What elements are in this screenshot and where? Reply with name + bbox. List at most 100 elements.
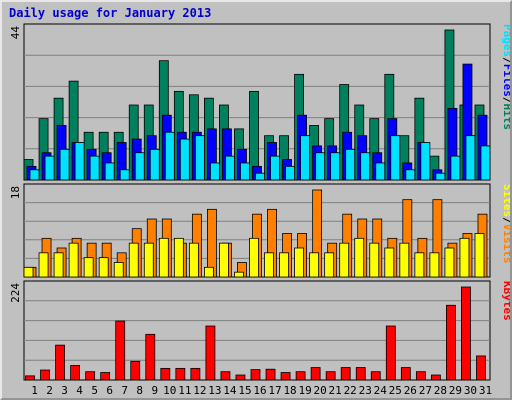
- x-tick-label-day-7: 7: [121, 384, 128, 397]
- sites-bar-day-2: [38, 252, 49, 278]
- kbytes-bar-day-27: [415, 371, 426, 381]
- x-tick-label-day-10: 10: [163, 384, 176, 397]
- sites-bar-day-7: [113, 262, 124, 278]
- sites-bar-day-14: [219, 242, 229, 278]
- x-tick-label-day-19: 19: [298, 384, 311, 397]
- kbytes-bar-day-17: [265, 368, 276, 381]
- sites-bar-day-5: [83, 257, 94, 278]
- pages-bar-day-18: [285, 165, 295, 181]
- x-tick-label-day-11: 11: [178, 384, 191, 397]
- kbytes-bar-day-16: [250, 369, 261, 381]
- x-tick-label-day-18: 18: [283, 384, 296, 397]
- x-tick-label-day-9: 9: [151, 384, 158, 397]
- sites-bar-day-15: [234, 271, 244, 278]
- kbytes-bar-day-12: [190, 367, 201, 381]
- kbytes-bar-day-26: [400, 367, 411, 381]
- x-tick-label-day-31: 31: [479, 384, 492, 397]
- x-tick-label-day-21: 21: [329, 384, 342, 397]
- sites-bar-day-6: [98, 257, 109, 278]
- kbytes-bar-day-8: [130, 360, 141, 381]
- pages-bar-day-25: [390, 135, 401, 181]
- sites-bar-day-28: [429, 252, 440, 278]
- pages-bar-day-20: [315, 152, 326, 181]
- visits-bar-day-13: [207, 208, 217, 278]
- kbytes-bar-day-20: [310, 367, 321, 381]
- panel-visits-sites: 18 Sites/Visits: [9, 183, 510, 278]
- x-tick-label-day-3: 3: [61, 384, 68, 397]
- sites-bar-day-19: [294, 247, 304, 278]
- kbytes-bar-day-22: [340, 367, 351, 381]
- sites-bar-day-27: [414, 252, 425, 278]
- x-tick-label-day-27: 27: [419, 384, 432, 397]
- pages-bar-day-9: [149, 148, 160, 181]
- pages-bar-day-22: [345, 148, 356, 181]
- x-tick-label-day-24: 24: [374, 384, 388, 397]
- pages-bar-day-12: [194, 135, 205, 181]
- pages-bar-day-23: [360, 152, 371, 181]
- x-tick-label-day-4: 4: [76, 384, 83, 397]
- sites-bar-day-26: [399, 242, 410, 278]
- kbytes-bar-day-19: [295, 371, 306, 381]
- kbytes-bar-day-30: [461, 286, 471, 381]
- pages-bar-day-10: [164, 131, 175, 181]
- pages-bar-day-31: [480, 145, 491, 181]
- kbytes-bar-day-18: [280, 372, 291, 381]
- kbytes-bar-day-15: [235, 374, 246, 381]
- x-tick-label-day-16: 16: [253, 384, 266, 397]
- panel-hits-files-pages: 44 Pages/Files/Hits: [9, 23, 510, 181]
- x-tick-label-day-26: 26: [404, 384, 417, 397]
- sites-bar-day-1: [23, 266, 34, 278]
- pages-bar-day-29: [450, 155, 461, 181]
- kbytes-bar-day-23: [355, 367, 366, 381]
- y-max-tick-label: 18: [9, 186, 22, 199]
- pages-bar-day-28: [435, 172, 446, 181]
- x-tick-label-day-29: 29: [449, 384, 462, 397]
- x-tick-label-day-5: 5: [91, 384, 98, 397]
- pages-bar-day-14: [225, 155, 235, 181]
- kbytes-bar-day-13: [205, 325, 216, 381]
- x-tick-label-day-14: 14: [223, 384, 237, 397]
- x-tick-label-day-6: 6: [106, 384, 113, 397]
- pages-bar-day-24: [375, 162, 386, 181]
- x-tick-label-day-12: 12: [193, 384, 206, 397]
- kbytes-bar-day-21: [325, 371, 336, 381]
- sites-bar-day-30: [459, 237, 470, 278]
- pages-bar-day-4: [74, 142, 85, 181]
- kbytes-bar-day-28: [430, 374, 441, 381]
- legend-entry-visits: Visits: [501, 224, 510, 264]
- sites-bar-day-3: [53, 252, 64, 278]
- pages-bar-day-30: [465, 135, 476, 181]
- legend-entry-hits: Hits: [501, 104, 510, 131]
- sites-bar-day-23: [354, 237, 365, 278]
- sites-bar-day-13: [204, 266, 214, 278]
- legend-hits-files-pages: Pages/Files/Hits: [501, 24, 510, 130]
- pages-bar-day-19: [300, 135, 310, 181]
- sites-bar-day-22: [339, 242, 350, 278]
- pages-bar-day-8: [134, 152, 145, 181]
- sites-bar-day-24: [369, 242, 380, 278]
- legend-entry-files: Files: [501, 64, 510, 97]
- legend-visits-sites: Sites/Visits: [501, 184, 510, 264]
- sites-bar-day-29: [444, 247, 455, 278]
- x-tick-label-day-30: 30: [464, 384, 477, 397]
- kbytes-bar-day-29: [446, 304, 456, 381]
- sites-bar-day-17: [264, 252, 274, 278]
- x-tick-label-day-28: 28: [434, 384, 447, 397]
- pages-bar-day-13: [210, 162, 220, 181]
- pages-bar-day-1: [29, 169, 40, 181]
- kbytes-bar-day-25: [385, 325, 396, 381]
- kbytes-bar-day-5: [85, 371, 96, 381]
- legend-kbytes: KBytes: [501, 281, 510, 321]
- kbytes-bar-day-2: [40, 369, 50, 381]
- sites-bar-day-21: [324, 252, 335, 278]
- sites-bar-day-31: [474, 233, 485, 278]
- x-tick-label-day-17: 17: [268, 384, 281, 397]
- kbytes-bar-day-31: [476, 355, 486, 381]
- legend-entry-sites: Sites: [501, 184, 510, 217]
- x-tick-label-day-25: 25: [389, 384, 402, 397]
- x-tick-label-day-1: 1: [31, 384, 38, 397]
- sites-bar-day-16: [249, 237, 259, 278]
- kbytes-bar-day-1: [25, 375, 35, 381]
- pages-bar-day-7: [119, 169, 130, 181]
- sites-bar-day-10: [158, 237, 169, 278]
